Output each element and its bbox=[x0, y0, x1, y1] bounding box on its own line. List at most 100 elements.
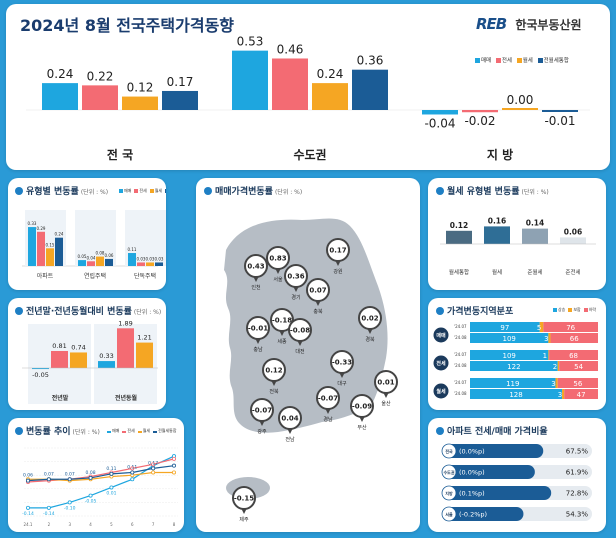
main-bar bbox=[232, 50, 268, 110]
trend-x-tick: 5 bbox=[110, 522, 113, 527]
main-bar-label: -0.01 bbox=[544, 114, 575, 128]
trend-point bbox=[171, 470, 176, 475]
map-marker-pin-icon bbox=[259, 420, 265, 426]
map-marker-value: -0.18 bbox=[272, 317, 292, 325]
type-bar bbox=[28, 227, 36, 266]
map-region-label: 울산 bbox=[381, 400, 391, 407]
map-region-label: 전북 bbox=[269, 388, 279, 395]
map-region-label: 서울 bbox=[273, 276, 283, 283]
ratio-fill bbox=[442, 507, 524, 521]
main-bar bbox=[422, 110, 458, 115]
ratio-value-label: 61.9% bbox=[566, 469, 589, 477]
bullet-icon bbox=[436, 307, 444, 315]
main-bar bbox=[162, 90, 198, 110]
wolse-unit: (단위 : %) bbox=[521, 189, 549, 196]
dist-row-date: '24.08 bbox=[454, 335, 467, 340]
map-marker-value: 0.01 bbox=[377, 379, 394, 387]
trend-data-label: 0.17 bbox=[148, 460, 158, 466]
map-marker-value: 0.12 bbox=[265, 367, 282, 375]
trend-data-label: -0.05 bbox=[85, 499, 97, 505]
map-marker-value: -0.08 bbox=[290, 327, 310, 335]
yoy-bar-label: 1.89 bbox=[118, 319, 132, 327]
ratio-region-label: 전국 bbox=[445, 448, 453, 454]
ratio-change-label: (0.1%p) bbox=[459, 490, 485, 498]
map-region-label: 부산 bbox=[357, 424, 367, 431]
map-marker-pin-icon bbox=[241, 508, 247, 514]
wolse-bar bbox=[522, 228, 548, 244]
trend-point bbox=[67, 477, 72, 482]
yoy-bar-label: 0.33 bbox=[99, 352, 113, 360]
yoy-bar bbox=[98, 361, 115, 368]
trend-x-tick: 7 bbox=[152, 522, 155, 527]
main-bar bbox=[502, 108, 538, 110]
trend-point bbox=[151, 466, 156, 471]
trend-card: 변동률 추이 (단위 : %) 매매 전세 월세 전월세통합 0.06 0.07 0.07 0… bbox=[8, 418, 184, 532]
map-card: 매매가격변동률 (단위 : %) 0.43 인천 0.83 서울 0.36 경기 0.17 강원… bbox=[196, 178, 420, 532]
ratio-region-badge bbox=[441, 485, 457, 501]
trend-data-label: 0.01 bbox=[106, 490, 116, 496]
map-marker-value: -0.33 bbox=[332, 359, 352, 367]
dist-group-badge bbox=[433, 327, 449, 343]
yoy-bar bbox=[51, 350, 68, 368]
type-bar bbox=[46, 248, 54, 266]
type-bar bbox=[105, 258, 113, 266]
yoy-unit: (단위 : %) bbox=[133, 309, 162, 316]
type-bar bbox=[146, 262, 154, 266]
main-bar bbox=[462, 110, 498, 113]
map-marker-pin-icon bbox=[293, 286, 299, 292]
map-marker-value: 0.83 bbox=[269, 255, 286, 263]
dist-down-segment bbox=[549, 350, 598, 360]
type-bar bbox=[37, 231, 45, 266]
map-marker-value: 0.36 bbox=[287, 273, 304, 281]
trend-point bbox=[109, 485, 114, 490]
map-marker-value: 0.04 bbox=[281, 415, 298, 423]
type-bar bbox=[78, 260, 86, 266]
dist-row-date: '24.08 bbox=[454, 363, 467, 368]
bullet-icon bbox=[15, 187, 23, 195]
ratio-fill bbox=[442, 486, 552, 500]
trend-point bbox=[130, 470, 135, 475]
dist-down-value: 56 bbox=[573, 380, 582, 388]
dist-row-date: '24.07 bbox=[454, 352, 467, 357]
dist-down-segment bbox=[550, 333, 598, 343]
reb-logo: REB 한국부동산원 bbox=[476, 14, 582, 33]
trend-legend-2: 월세 bbox=[142, 428, 151, 433]
map-region-label: 광주 bbox=[257, 428, 267, 435]
map-marker-pin-icon bbox=[287, 428, 293, 434]
type-bar-label: 0.06 bbox=[105, 253, 114, 258]
trend-data-label: -0.14 bbox=[22, 511, 34, 517]
main-bar-label: 0.46 bbox=[277, 42, 304, 56]
ratio-change-label: (0.0%p) bbox=[459, 448, 485, 456]
type-bar-label: 0.03 bbox=[137, 256, 146, 261]
dist-title: 가격변동지역분포 bbox=[447, 307, 514, 317]
dist-down-segment bbox=[559, 361, 598, 371]
map-marker-pin-icon bbox=[279, 330, 285, 336]
map-marker-pin-icon bbox=[271, 380, 277, 386]
trend-x-tick: 6 bbox=[131, 522, 134, 527]
dist-down-value: 54 bbox=[574, 363, 583, 371]
dist-flat-value: 3 bbox=[544, 335, 548, 343]
map-unit: (단위 : %) bbox=[274, 189, 303, 196]
dist-flat-segment bbox=[548, 333, 551, 343]
yoy-category-label: 전년동월 bbox=[115, 394, 138, 402]
map-marker-pin-icon bbox=[339, 372, 345, 378]
type-bar-chart: 0.330.29 0.150.24 아파트 0.05 0.040.08 0.06 연립주택 0… bbox=[22, 210, 166, 280]
type-group-bg bbox=[75, 210, 116, 266]
ratio-fill bbox=[442, 444, 544, 458]
main-bar-label: 0.24 bbox=[317, 67, 344, 81]
yoy-bar-label: 0.74 bbox=[71, 343, 85, 351]
type-legend-0: 매매 bbox=[124, 188, 132, 193]
wolse-card: 월세 유형별 변동률 (단위 : %) 0.12 월세통합 0.16 월세 0.14 준월세… bbox=[428, 178, 606, 290]
dist-up-segment bbox=[470, 378, 556, 388]
trend-point bbox=[25, 478, 30, 483]
map-marker-pin-icon bbox=[325, 408, 331, 414]
map-region-label: 충남 bbox=[253, 346, 263, 353]
reb-logo-mark: REB bbox=[476, 15, 507, 33]
bullet-icon bbox=[15, 307, 23, 315]
dist-down-value: 68 bbox=[569, 352, 578, 360]
trend-x-tick: 2 bbox=[48, 522, 51, 527]
reb-logo-text: 한국부동산원 bbox=[515, 18, 582, 32]
main-bar bbox=[122, 96, 158, 110]
yoy-bar-label: -0.05 bbox=[32, 371, 49, 379]
dist-flat-value: 2 bbox=[553, 363, 557, 371]
